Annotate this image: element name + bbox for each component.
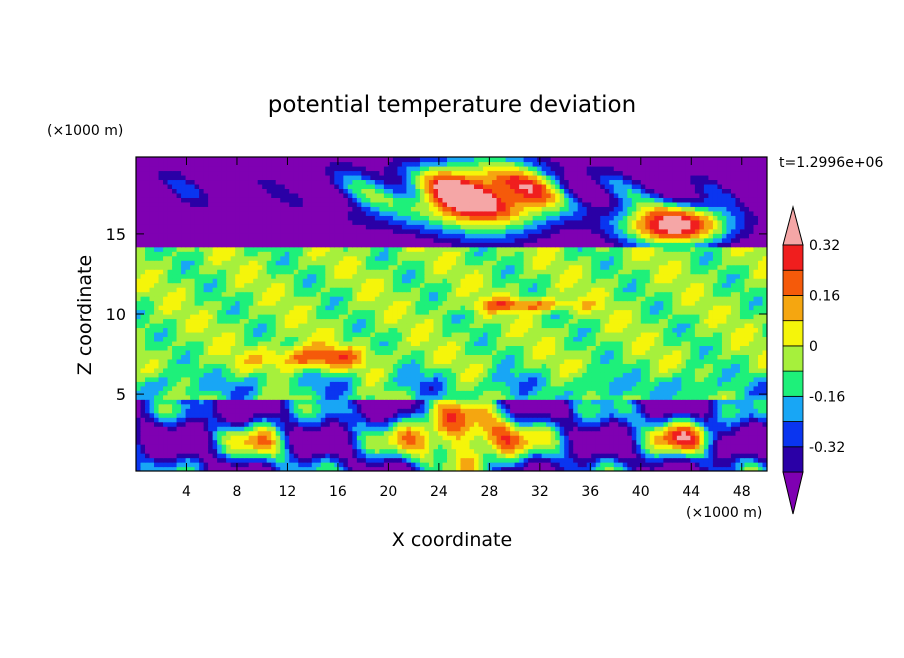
colorbar-swatch (783, 270, 803, 295)
x-unit-label: (×1000 m) (686, 505, 762, 521)
chart-title: potential temperature deviation (268, 92, 636, 118)
y-unit-label: (×1000 m) (47, 123, 123, 139)
colorbar-tick-label: -0.32 (809, 440, 845, 456)
colorbar-lower-extend (783, 472, 803, 514)
colorbar-swatch (783, 422, 803, 447)
x-axis-label: X coordinate (392, 529, 512, 551)
x-tick-label: 48 (733, 484, 751, 500)
colorbar-swatch (783, 245, 803, 270)
x-tick-label: 44 (682, 484, 700, 500)
y-axis-label: Z coordinate (74, 255, 96, 375)
colorbar-swatch (783, 346, 803, 371)
x-tick-label: 40 (632, 484, 650, 500)
x-tick-label: 8 (232, 484, 241, 500)
x-tick-label: 32 (531, 484, 549, 500)
colorbar-swatch (783, 371, 803, 396)
colorbar-swatch (783, 396, 803, 421)
colorbar-tick-label: 0.16 (809, 288, 840, 304)
y-tick-label: 15 (106, 225, 126, 244)
colorbar-swatch (783, 321, 803, 346)
colorbar-swatch (783, 295, 803, 320)
colorbar: -0.32 -0.16 0 0.16 0.32 (783, 207, 845, 514)
colorbar-upper-extend (783, 207, 803, 245)
x-tick-label: 28 (480, 484, 498, 500)
time-label: t=1.2996e+06 (779, 155, 883, 171)
colorbar-swatch (783, 447, 803, 472)
colorbar-tick-label: -0.16 (809, 389, 845, 405)
colorbar-tick-label: 0 (809, 339, 818, 355)
y-tick-label: 10 (106, 305, 126, 324)
x-tick-label: 4 (182, 484, 191, 500)
x-tick-label: 16 (329, 484, 347, 500)
x-tick-label: 12 (279, 484, 297, 500)
contour-field (136, 157, 768, 472)
x-tick-label: 36 (581, 484, 599, 500)
x-tick-label: 24 (430, 484, 448, 500)
x-tick-label: 20 (379, 484, 397, 500)
colorbar-tick-label: 0.32 (809, 238, 840, 254)
y-tick-label: 5 (116, 385, 126, 404)
